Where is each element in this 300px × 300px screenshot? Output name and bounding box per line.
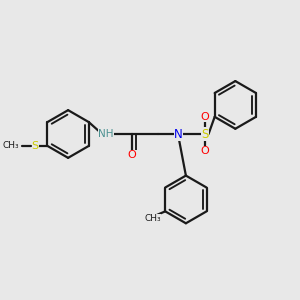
Text: CH₃: CH₃ [144, 214, 161, 224]
Text: O: O [128, 150, 136, 160]
Text: O: O [200, 112, 209, 122]
Text: O: O [200, 146, 209, 157]
Text: S: S [32, 141, 39, 151]
Text: NH: NH [98, 129, 114, 139]
Text: CH₃: CH₃ [2, 141, 19, 150]
Text: N: N [174, 128, 183, 140]
Text: S: S [201, 128, 208, 140]
